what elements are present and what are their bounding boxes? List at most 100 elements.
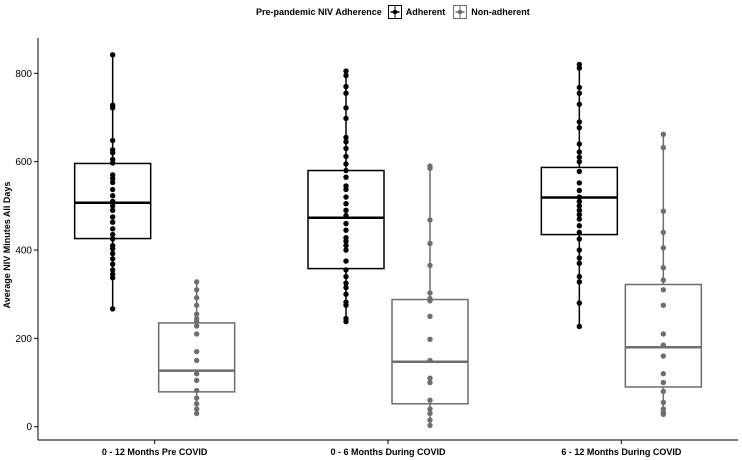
point-non-adherent-3-5 [660, 245, 667, 251]
point-adherent-2-12 [343, 167, 349, 174]
point-adherent-1-24 [109, 250, 116, 257]
legend: Pre-pandemic NIV Adherence Adherent Non-… [256, 3, 538, 21]
point-adherent-2-33 [343, 302, 349, 308]
point-adherent-1-8 [109, 160, 116, 166]
point-adherent-2-21 [343, 227, 349, 233]
point-adherent-1-4 [109, 137, 116, 144]
point-adherent-2-17 [343, 200, 349, 207]
point-non-adherent-3-13 [660, 371, 667, 377]
point-adherent-2-35 [343, 318, 349, 325]
point-adherent-2-9 [343, 145, 349, 152]
legend-item-non-adherent: Non-adherent [453, 5, 530, 19]
point-adherent-1-27 [109, 267, 116, 273]
point-adherent-1-26 [109, 261, 116, 267]
point-non-adherent-1-17 [193, 406, 200, 412]
point-non-adherent-1-12 [193, 371, 200, 377]
point-adherent-2-2 [343, 72, 349, 79]
point-adherent-2-3 [343, 83, 349, 90]
point-adherent-1-12 [109, 186, 116, 193]
point-non-adherent-3-19 [660, 411, 667, 418]
point-non-adherent-1-7 [193, 318, 200, 325]
point-adherent-1-23 [109, 246, 116, 252]
point-non-adherent-1-8 [193, 323, 200, 329]
point-adherent-3-13 [576, 180, 583, 186]
point-non-adherent-2-9 [427, 313, 433, 320]
point-adherent-1-25 [109, 256, 116, 262]
point-adherent-1-10 [109, 175, 116, 182]
point-adherent-3-4 [576, 90, 583, 96]
point-adherent-2-1 [343, 68, 349, 74]
point-adherent-2-18 [343, 207, 349, 213]
y-tick-label-200: 200 [15, 334, 32, 345]
point-adherent-3-10 [576, 154, 583, 160]
point-adherent-2-10 [343, 153, 349, 160]
point-adherent-3-28 [576, 279, 583, 285]
point-adherent-1-19 [109, 226, 116, 232]
point-adherent-1-18 [109, 219, 116, 225]
point-adherent-2-29 [343, 280, 349, 286]
point-adherent-1-29 [109, 275, 116, 281]
point-non-adherent-3-12 [660, 353, 667, 359]
point-adherent-2-4 [343, 90, 349, 96]
point-adherent-3-19 [576, 212, 583, 218]
point-non-adherent-3-2 [660, 144, 667, 151]
point-non-adherent-2-13 [427, 379, 433, 386]
point-adherent-3-18 [576, 207, 583, 213]
point-adherent-3-2 [576, 65, 583, 71]
point-non-adherent-1-5 [193, 311, 200, 317]
point-non-adherent-1-14 [193, 387, 200, 394]
point-non-adherent-3-16 [660, 399, 667, 406]
point-adherent-3-21 [576, 223, 583, 229]
point-adherent-3-20 [576, 216, 583, 222]
point-adherent-2-28 [343, 273, 349, 280]
point-non-adherent-1-16 [193, 401, 200, 407]
point-adherent-3-7 [576, 124, 583, 131]
point-non-adherent-3-15 [660, 388, 667, 395]
point-non-adherent-1-10 [193, 348, 200, 355]
point-adherent-3-17 [576, 203, 583, 209]
point-adherent-3-14 [576, 187, 583, 194]
point-non-adherent-3-7 [660, 277, 667, 283]
point-adherent-1-6 [109, 150, 116, 156]
point-adherent-1-21 [109, 236, 116, 242]
point-non-adherent-2-15 [427, 406, 433, 412]
point-adherent-3-11 [576, 158, 583, 165]
point-non-adherent-1-9 [193, 331, 200, 337]
point-non-adherent-1-11 [193, 357, 200, 364]
point-non-adherent-3-8 [660, 287, 667, 293]
point-non-adherent-3-1 [660, 131, 667, 138]
point-non-adherent-2-2 [427, 165, 433, 172]
point-adherent-2-27 [343, 267, 349, 273]
point-adherent-2-8 [343, 139, 349, 145]
point-non-adherent-1-1 [193, 279, 200, 285]
point-adherent-2-20 [343, 220, 349, 227]
point-adherent-2-15 [343, 186, 349, 193]
point-adherent-2-6 [343, 115, 349, 122]
point-non-adherent-2-10 [427, 336, 433, 342]
y-tick-label-800: 800 [15, 69, 32, 80]
point-adherent-3-3 [576, 84, 583, 91]
point-non-adherent-2-17 [427, 417, 433, 423]
point-non-adherent-2-12 [427, 375, 433, 381]
point-adherent-2-16 [343, 194, 349, 200]
legend-label-non-adherent: Non-adherent [471, 7, 530, 17]
point-non-adherent-1-18 [193, 410, 200, 417]
legend-key-non-adherent-icon [453, 5, 468, 19]
point-adherent-3-5 [576, 101, 583, 107]
point-adherent-2-23 [343, 238, 349, 244]
y-tick-label-0: 0 [26, 422, 32, 433]
point-non-adherent-1-15 [193, 395, 200, 401]
legend-item-adherent: Adherent [387, 5, 445, 19]
point-adherent-2-30 [343, 284, 349, 291]
x-tick-label-3: 6 - 12 Months During COVID [561, 447, 682, 457]
point-adherent-3-30 [576, 323, 583, 330]
point-adherent-1-16 [109, 207, 116, 213]
point-adherent-2-11 [343, 161, 349, 167]
point-adherent-1-14 [109, 198, 116, 205]
point-adherent-3-22 [576, 229, 583, 236]
point-non-adherent-3-9 [660, 302, 667, 308]
point-non-adherent-3-10 [660, 331, 667, 337]
point-non-adherent-2-14 [427, 397, 433, 403]
point-adherent-2-13 [343, 174, 349, 180]
